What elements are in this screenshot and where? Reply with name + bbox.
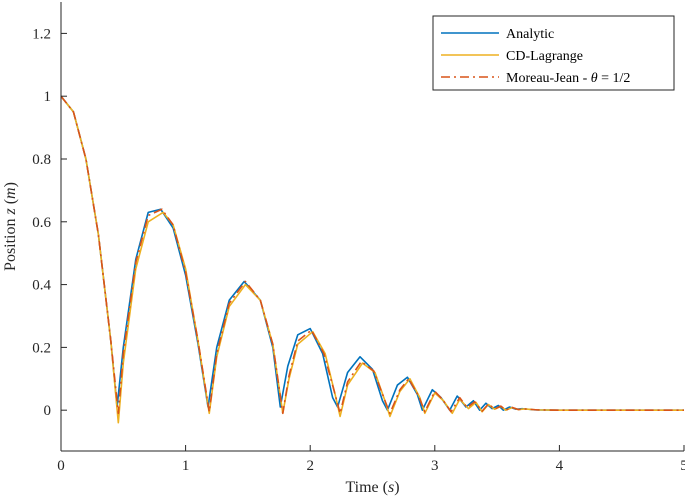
ytick-label-0: 0 (44, 403, 52, 419)
series-line-1 (61, 95, 684, 424)
ytick-label-3: 0.6 (32, 215, 51, 231)
y-axis-title: Position z (m) (2, 182, 19, 271)
series-line-2 (61, 95, 684, 415)
x-axis-title: Time (s) (345, 479, 399, 496)
xtick-label-4: 4 (556, 458, 564, 474)
ytick-label-4: 0.8 (32, 152, 51, 168)
ytick-label-6: 1.2 (32, 26, 51, 42)
legend: Analytic CD-Lagrange Moreau-Jean - θ = 1/2 (432, 15, 675, 91)
legend-label-2: Moreau-Jean - θ = 1/2 (506, 71, 630, 86)
ytick-label-1: 0.2 (32, 340, 51, 356)
legend-label-0: Analytic (506, 27, 554, 42)
xtick-label-0: 0 (57, 458, 65, 474)
legend-label-1: CD-Lagrange (506, 49, 583, 64)
series-line-0 (61, 95, 684, 411)
ytick-label-2: 0.4 (32, 278, 51, 294)
xtick-label-2: 2 (306, 458, 314, 474)
xtick-label-5: 5 (680, 458, 685, 474)
plot-layer (61, 95, 684, 424)
ytick-label-5: 1 (44, 89, 52, 105)
xtick-label-3: 3 (431, 458, 439, 474)
xtick-label-1: 1 (182, 458, 190, 474)
